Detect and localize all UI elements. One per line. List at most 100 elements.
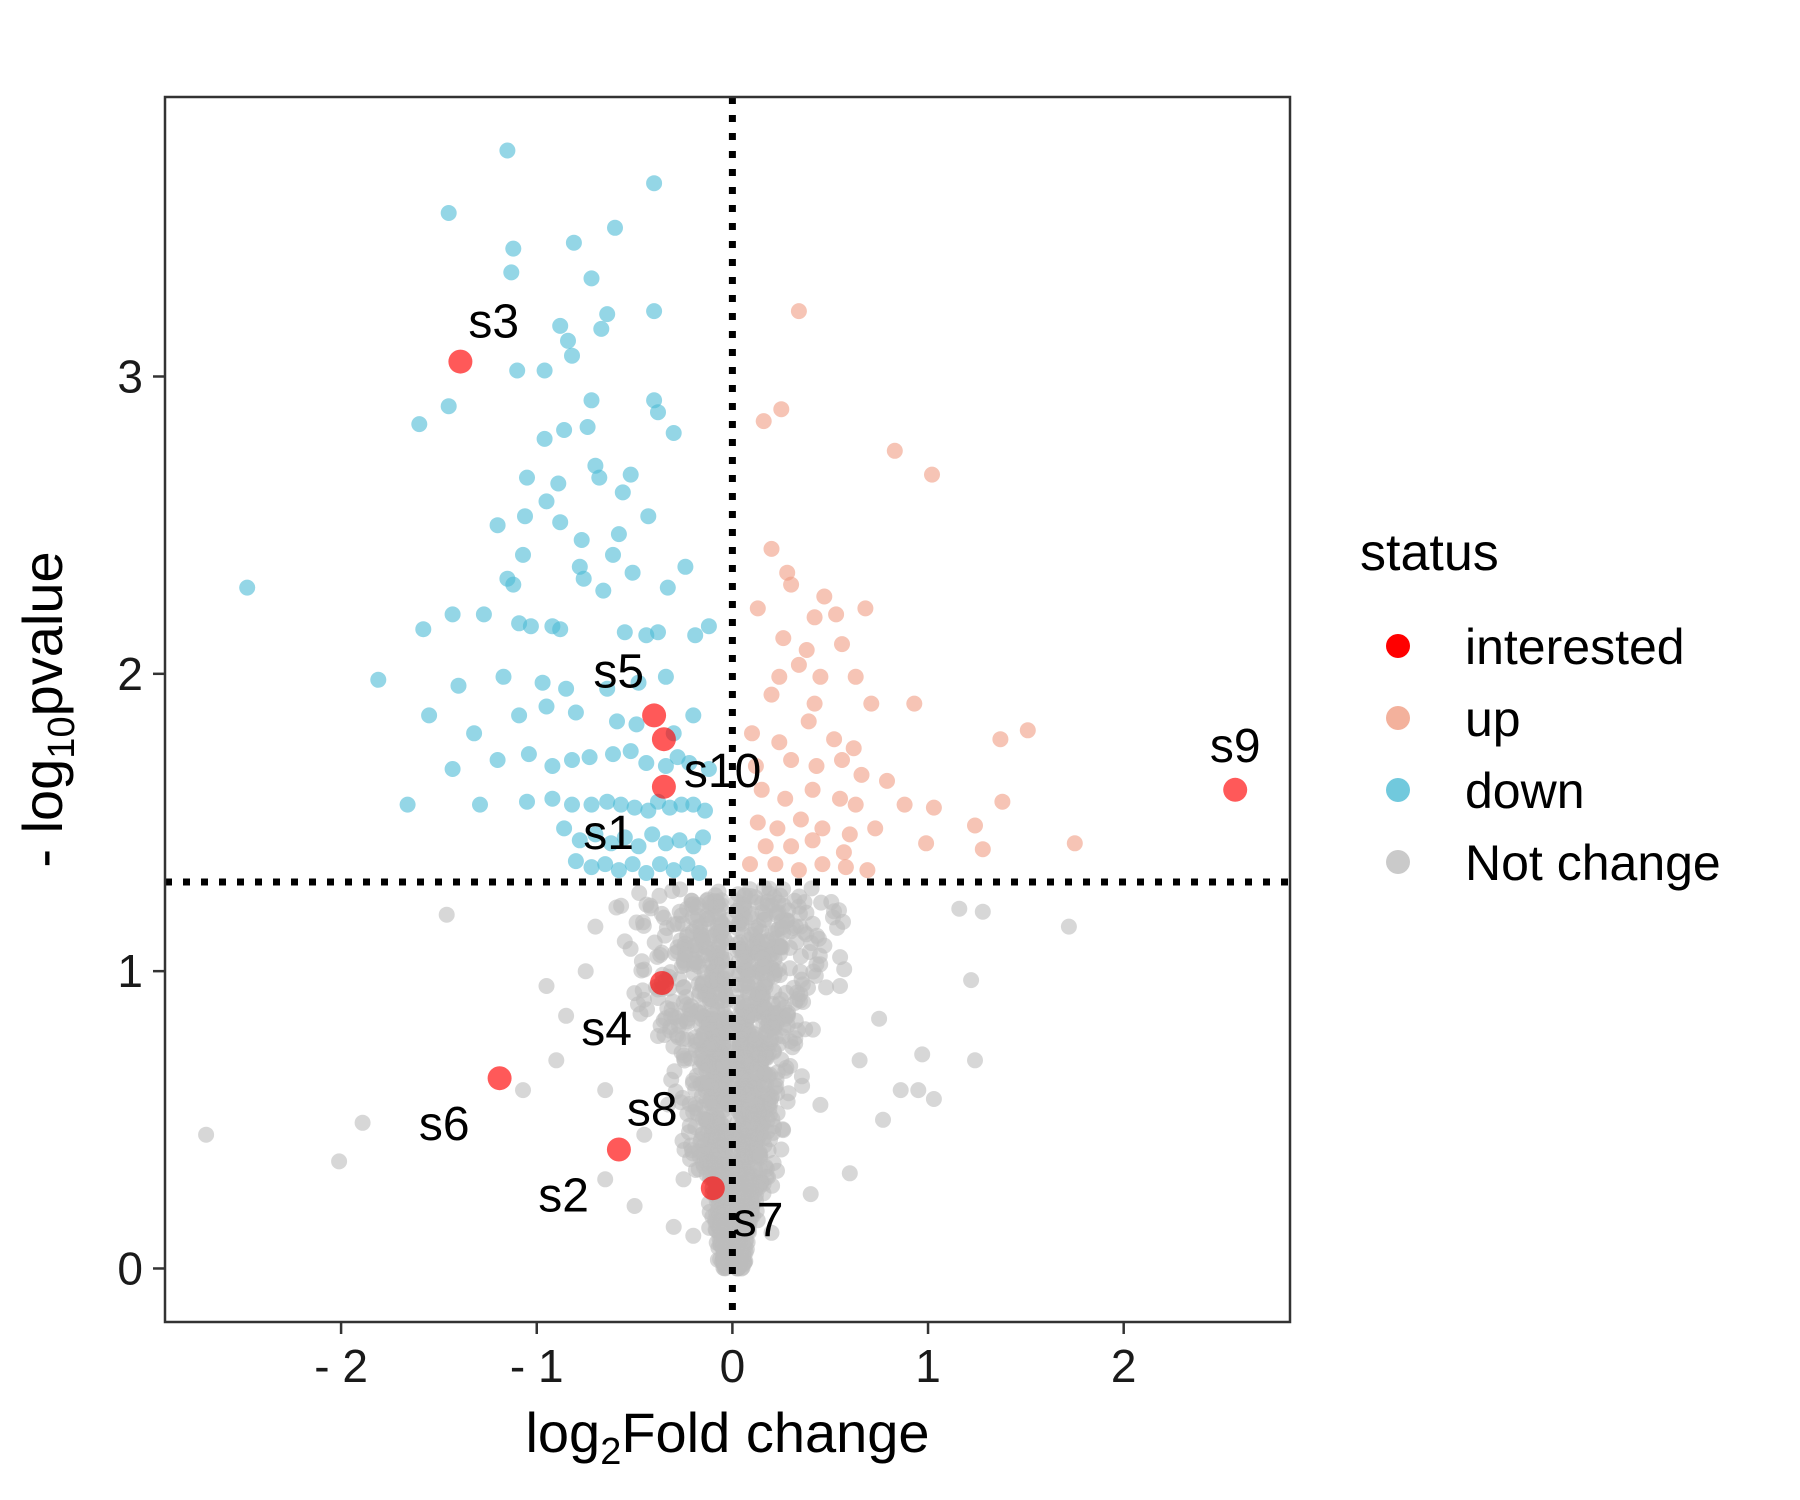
point-down (628, 716, 645, 733)
point-not-change (741, 1117, 758, 1134)
y-tick-label: 1 (117, 945, 143, 997)
point-up (857, 600, 874, 617)
point-down (616, 624, 633, 641)
point-down (605, 746, 621, 763)
point-down (646, 303, 663, 320)
point-not-change (688, 912, 705, 929)
point-not-change (616, 933, 633, 950)
point-label-s9: s9 (1210, 720, 1261, 773)
point-up (924, 466, 940, 483)
point-not-change (787, 1035, 804, 1052)
point-not-change (671, 903, 688, 920)
point-not-change (680, 1124, 697, 1141)
point-not-change (769, 1085, 786, 1102)
point-up (790, 656, 807, 673)
point-not-change (738, 1222, 755, 1238)
point-up (800, 713, 817, 730)
point-down (415, 621, 432, 638)
point-down (571, 832, 588, 849)
point-interested (700, 1176, 725, 1201)
point-down (650, 624, 666, 641)
point-not-change (750, 985, 767, 1002)
point-not-change (771, 961, 788, 978)
point-down (638, 865, 655, 881)
point-down (538, 493, 555, 510)
point-up (806, 609, 823, 626)
point-not-change (660, 1096, 677, 1113)
point-down (650, 404, 666, 421)
point-up (845, 740, 862, 757)
point-up (808, 758, 825, 774)
point-labels: s1 s2 s3 s4 s5 s6 s7 s8 s9 s10 (419, 296, 1261, 1248)
point-up (783, 838, 800, 855)
point-not-change (892, 1082, 909, 1099)
x-tick-label: - 2 (314, 1340, 368, 1392)
point-not-change (875, 1111, 891, 1128)
point-up (747, 758, 764, 774)
point-up (896, 796, 913, 813)
point-down (511, 707, 528, 724)
point-up (804, 832, 821, 849)
point-not-change (794, 1077, 811, 1094)
point-not-change (738, 1135, 755, 1152)
point-down (560, 332, 576, 349)
point-down (612, 796, 629, 813)
point-down (552, 514, 569, 531)
point-down (499, 142, 516, 159)
plot-panel-border (163, 95, 1292, 1324)
point-down (411, 416, 428, 433)
point-down (607, 219, 623, 236)
point-not-change (763, 1224, 780, 1241)
point-not-change (198, 1126, 215, 1143)
point-up (783, 752, 800, 768)
point-not-change (701, 1016, 717, 1032)
point-not-change (757, 1000, 774, 1017)
point-down (552, 621, 569, 638)
point-down (630, 674, 647, 691)
point-label-s2: s2 (538, 1170, 589, 1223)
point-up (773, 401, 790, 418)
point-down (556, 422, 573, 438)
point-down (665, 862, 682, 879)
point-down (640, 508, 657, 525)
point-not-change (769, 904, 786, 921)
point-not-change (712, 1218, 729, 1235)
point-not-change (841, 1165, 858, 1182)
point-not-change (974, 903, 991, 920)
point-down (579, 419, 596, 435)
point-not-change (716, 1233, 733, 1250)
point-down (503, 264, 520, 281)
point-down (644, 826, 661, 843)
point-down (583, 392, 600, 409)
point-not-change (688, 899, 704, 916)
point-up (814, 820, 831, 837)
point-not-change (704, 1035, 721, 1052)
point-up (847, 668, 864, 685)
point-down (610, 526, 627, 543)
point-down (567, 853, 584, 870)
point-not-change (748, 1064, 765, 1081)
point-up (790, 862, 807, 879)
point-up (749, 600, 766, 617)
point-down (583, 859, 600, 876)
point-not-change (774, 919, 791, 936)
point-down (556, 820, 573, 837)
point-not-change (762, 1131, 779, 1148)
point-down (534, 674, 551, 691)
point-down (624, 856, 641, 873)
point-up (771, 668, 788, 685)
legend-label: interested (1465, 619, 1685, 675)
point-down (472, 796, 488, 813)
point-not-change (665, 1218, 682, 1235)
point-down (517, 508, 533, 525)
point-not-change (832, 978, 848, 994)
point-not-change (632, 1005, 649, 1022)
point-not-change (631, 885, 648, 901)
point-down (630, 838, 647, 855)
point-not-change (663, 1071, 680, 1088)
point-up (967, 817, 983, 834)
point-up (763, 540, 780, 557)
point-down (505, 240, 522, 257)
point-down (697, 802, 713, 819)
point-not-change (655, 909, 672, 926)
